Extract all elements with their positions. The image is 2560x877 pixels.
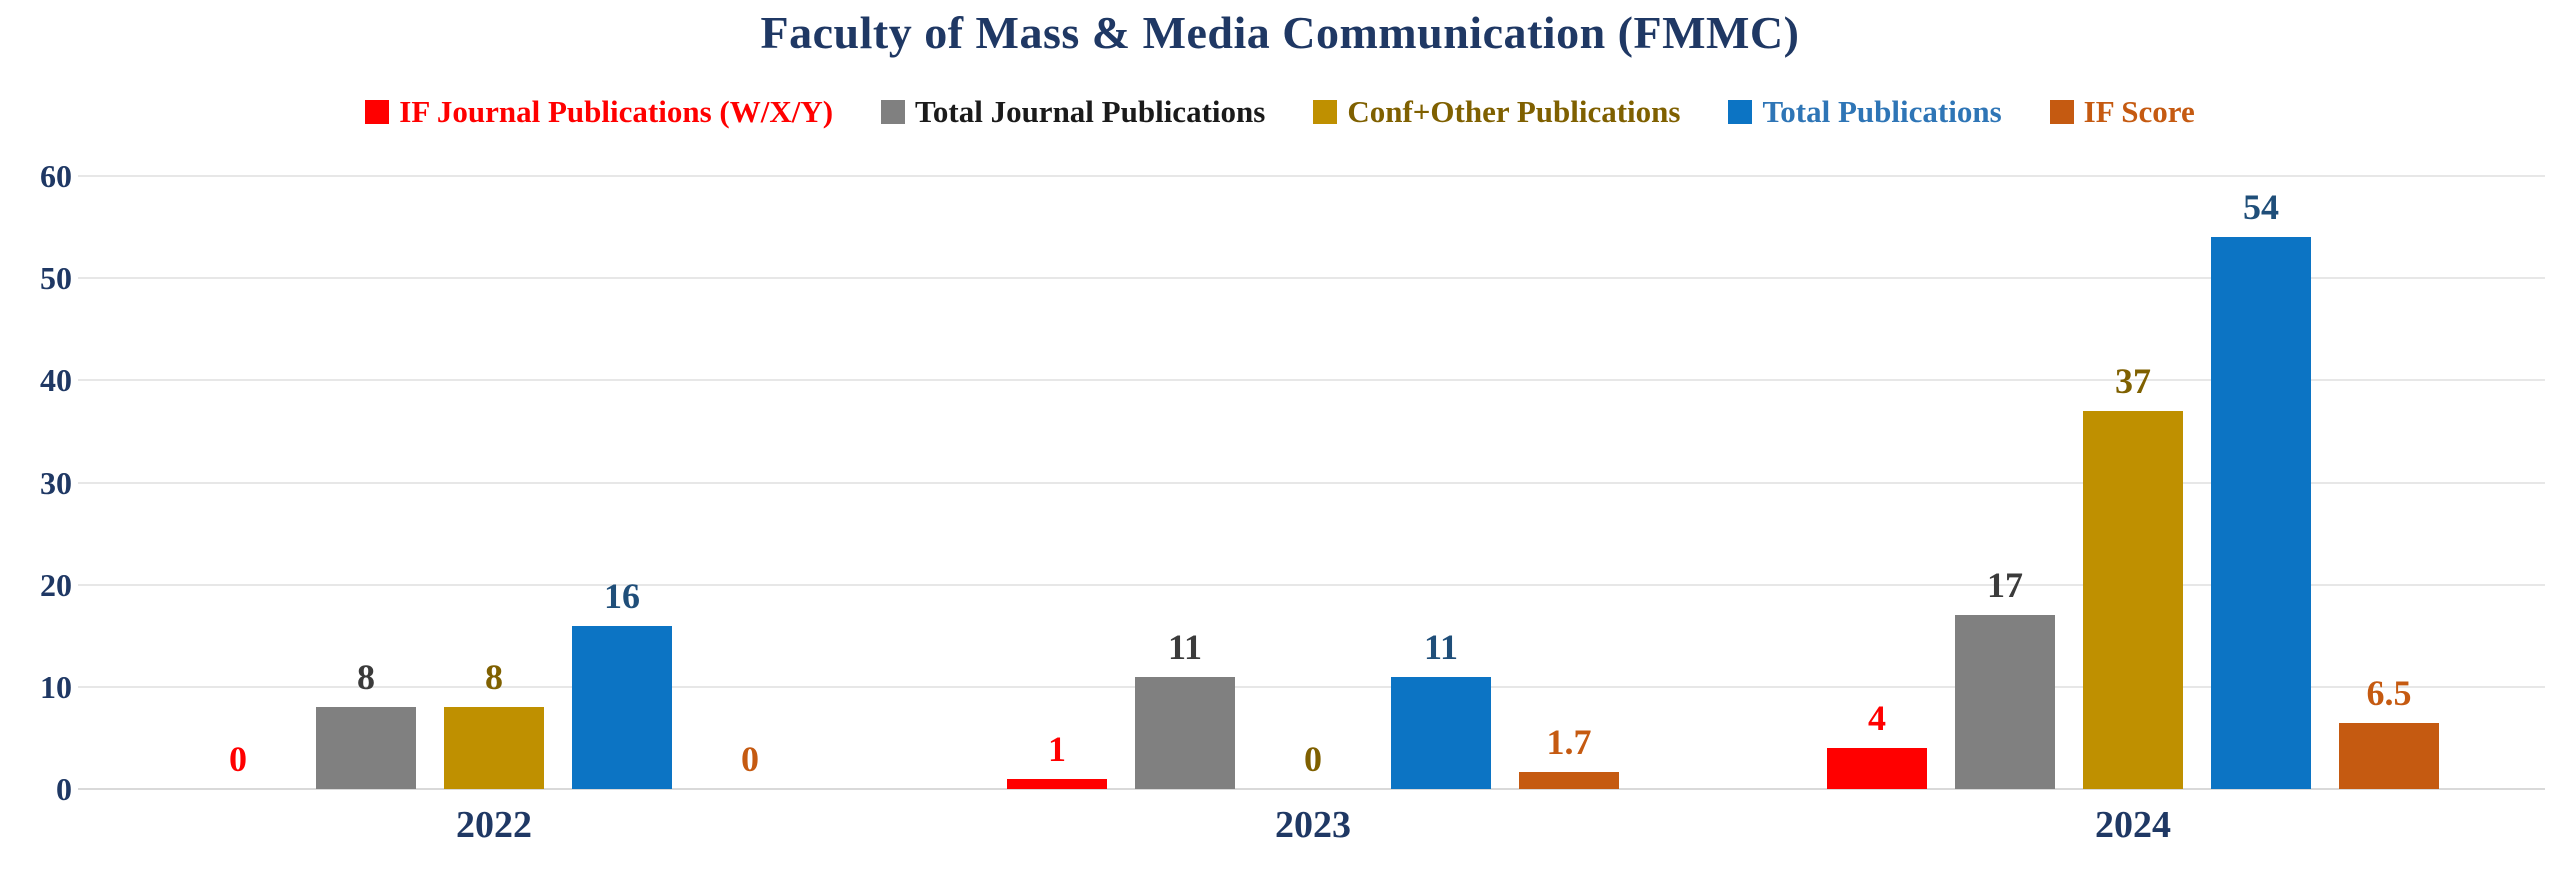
legend-swatch-icon bbox=[881, 99, 906, 124]
bar-series2-2024 bbox=[1955, 615, 2055, 789]
y-tick-label: 50 bbox=[40, 260, 72, 297]
bar-value-label: 8 bbox=[485, 657, 503, 698]
bar-value-label: 37 bbox=[2115, 360, 2151, 401]
gridline bbox=[78, 175, 2545, 177]
bar-series3-2022 bbox=[444, 707, 544, 789]
bar-value-label: 1 bbox=[1048, 728, 1066, 769]
bar-value-label: 54 bbox=[2243, 187, 2279, 228]
bar-value-label: 0 bbox=[1304, 739, 1322, 779]
bar-value-label: 11 bbox=[1423, 626, 1458, 667]
gridline bbox=[78, 583, 2545, 586]
legend-item-label: Total Journal Publications bbox=[915, 94, 1266, 129]
bar-value-label: 17 bbox=[1987, 565, 2023, 606]
x-axis-line bbox=[78, 788, 2545, 790]
y-tick-label: 30 bbox=[40, 464, 72, 501]
legend-item-label: Total Publications bbox=[1762, 94, 2002, 129]
bar-value-label: 8 bbox=[357, 657, 375, 698]
legend-item-5: IF Score bbox=[2049, 94, 2195, 129]
bar-series1-2024 bbox=[1827, 748, 1927, 789]
y-tick-label: 20 bbox=[40, 566, 72, 603]
bar-series4-2024 bbox=[2211, 237, 2311, 789]
bar-series4-2023 bbox=[1391, 676, 1491, 789]
legend-item-4: Total Publications bbox=[1728, 94, 2002, 129]
bar-series1-2023 bbox=[1007, 778, 1107, 789]
bar-series2-2022 bbox=[316, 707, 416, 789]
x-axis-label-2022: 2022 bbox=[456, 804, 532, 846]
bar-value-label: 16 bbox=[604, 575, 640, 616]
bar-series2-2023 bbox=[1135, 676, 1235, 789]
bar-value-label: 4 bbox=[1868, 698, 1886, 739]
y-tick-label: 60 bbox=[40, 158, 72, 194]
legend: IF Journal Publications (W/X/Y) Total Jou… bbox=[0, 96, 2560, 127]
gridline bbox=[78, 685, 2545, 688]
y-tick-label: 0 bbox=[56, 771, 72, 807]
legend-swatch-icon bbox=[365, 99, 390, 124]
x-axis-label-2023: 2023 bbox=[1275, 804, 1351, 846]
legend-swatch-icon bbox=[1728, 99, 1753, 124]
y-tick-label: 40 bbox=[40, 362, 72, 399]
legend-item-3: Conf+Other Publications bbox=[1313, 96, 1680, 127]
chart-title: Faculty of Mass & Media Communication (F… bbox=[760, 7, 1800, 58]
bar-value-label: 0 bbox=[229, 739, 247, 779]
x-axis-label-2024: 2024 bbox=[2095, 804, 2171, 846]
bar-value-label: 11 bbox=[1167, 626, 1202, 667]
gridline bbox=[78, 277, 2545, 280]
legend-item-label: IF Journal Publications (W/X/Y) bbox=[399, 94, 834, 129]
legend-item-label: Conf+Other Publications bbox=[1347, 94, 1681, 129]
bar-value-label: 6.5 bbox=[2366, 672, 2412, 713]
gridline bbox=[78, 379, 2545, 382]
legend-swatch-icon bbox=[1313, 99, 1338, 124]
y-tick-label: 10 bbox=[40, 668, 72, 705]
bar-series3-2024 bbox=[2083, 410, 2183, 789]
bar-series5-2024 bbox=[2339, 722, 2439, 789]
legend-item-2: Total Journal Publications bbox=[881, 96, 1265, 127]
legend-item-1: IF Journal Publications (W/X/Y) bbox=[365, 96, 833, 127]
bar-series4-2022 bbox=[572, 625, 672, 789]
legend-item-label: IF Score bbox=[2083, 94, 2195, 129]
gridline bbox=[78, 481, 2545, 484]
bar-series5-2023 bbox=[1519, 771, 1619, 789]
bar-value-label: 0 bbox=[741, 739, 759, 779]
bar-value-label: 1.7 bbox=[1546, 721, 1592, 762]
legend-swatch-icon bbox=[2049, 99, 2074, 124]
